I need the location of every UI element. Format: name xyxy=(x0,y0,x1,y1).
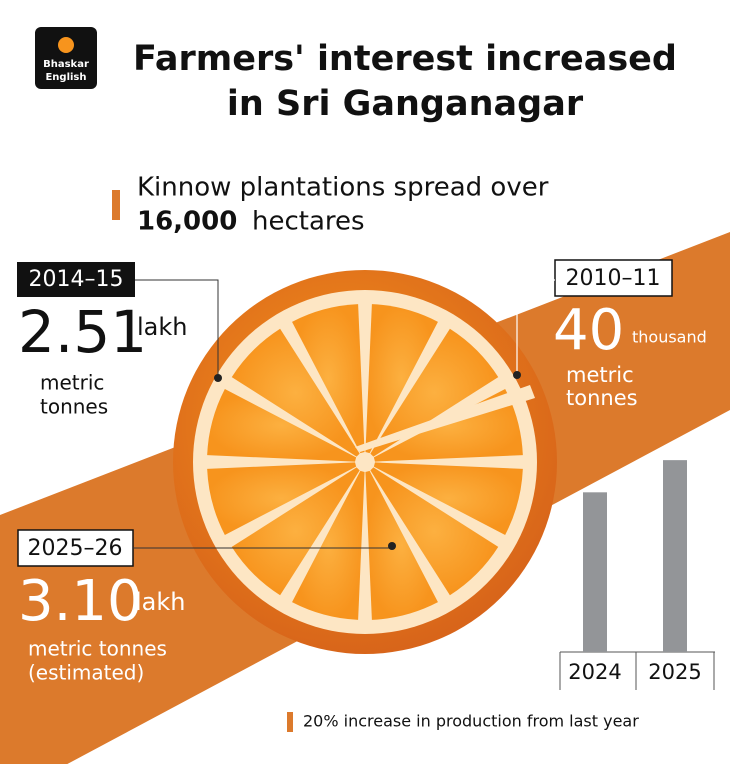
orange-segment xyxy=(370,467,499,596)
period-box xyxy=(554,259,673,297)
value-note: tonnes xyxy=(566,386,638,410)
subtitle-unit: hectares xyxy=(252,207,365,237)
big-value: 40 xyxy=(553,298,624,363)
orange-segment xyxy=(207,389,357,462)
logo-sun xyxy=(58,37,74,53)
leader-line xyxy=(135,279,219,378)
logo-text: Bhaskar xyxy=(43,59,89,70)
period: 2025–26 xyxy=(28,536,123,561)
period: 2010–11 xyxy=(566,266,661,291)
value-note: metric xyxy=(566,363,634,387)
value-note: tonnes xyxy=(40,395,108,419)
x-tick-label: 2024 xyxy=(568,660,621,684)
orange-segment xyxy=(365,470,438,620)
value-note: (estimated) xyxy=(28,661,144,685)
orange-pith xyxy=(193,290,537,634)
logo-text: English xyxy=(45,72,86,83)
value-unit: lakh xyxy=(135,588,185,616)
orange-segment xyxy=(373,462,523,535)
orange-cut xyxy=(355,385,535,452)
value-unit: thousand xyxy=(632,328,707,347)
orange-segment xyxy=(207,462,357,535)
subtitle-highlight: 16,000 xyxy=(137,207,237,237)
subtitle-marker xyxy=(112,190,120,220)
title: in Sri Ganganagar xyxy=(227,84,584,124)
leader-dot xyxy=(513,371,521,379)
orange-segment xyxy=(370,328,499,457)
footnote: 20% increase in production from last yea… xyxy=(303,712,639,731)
orange-illustration xyxy=(173,270,557,654)
footnote-marker xyxy=(287,712,293,732)
leader-line xyxy=(516,279,555,375)
bar-chart: 2024 2025 xyxy=(559,460,715,690)
leader-dot xyxy=(214,374,222,382)
value-note: metric tonnes xyxy=(28,637,167,661)
orange-segment xyxy=(231,467,360,596)
value-unit: lakh xyxy=(137,313,187,341)
period-box xyxy=(17,262,135,297)
orange-segment xyxy=(231,328,360,457)
x-tick-label: 2025 xyxy=(648,660,701,684)
orange-segment xyxy=(292,304,365,454)
period: 2014–15 xyxy=(29,267,124,292)
big-value: 2.51 xyxy=(18,298,147,366)
big-value: 3.10 xyxy=(18,569,143,634)
orange-segment xyxy=(292,470,365,620)
bar xyxy=(583,492,607,652)
leader-dot xyxy=(388,542,396,550)
period-box xyxy=(17,529,134,567)
bar xyxy=(663,460,687,652)
orange-segment xyxy=(365,304,438,454)
value-note: metric xyxy=(40,371,104,395)
subtitle: Kinnow plantations spread over xyxy=(137,173,549,203)
title: Farmers' interest increased xyxy=(133,39,677,79)
logo-box xyxy=(35,27,97,89)
